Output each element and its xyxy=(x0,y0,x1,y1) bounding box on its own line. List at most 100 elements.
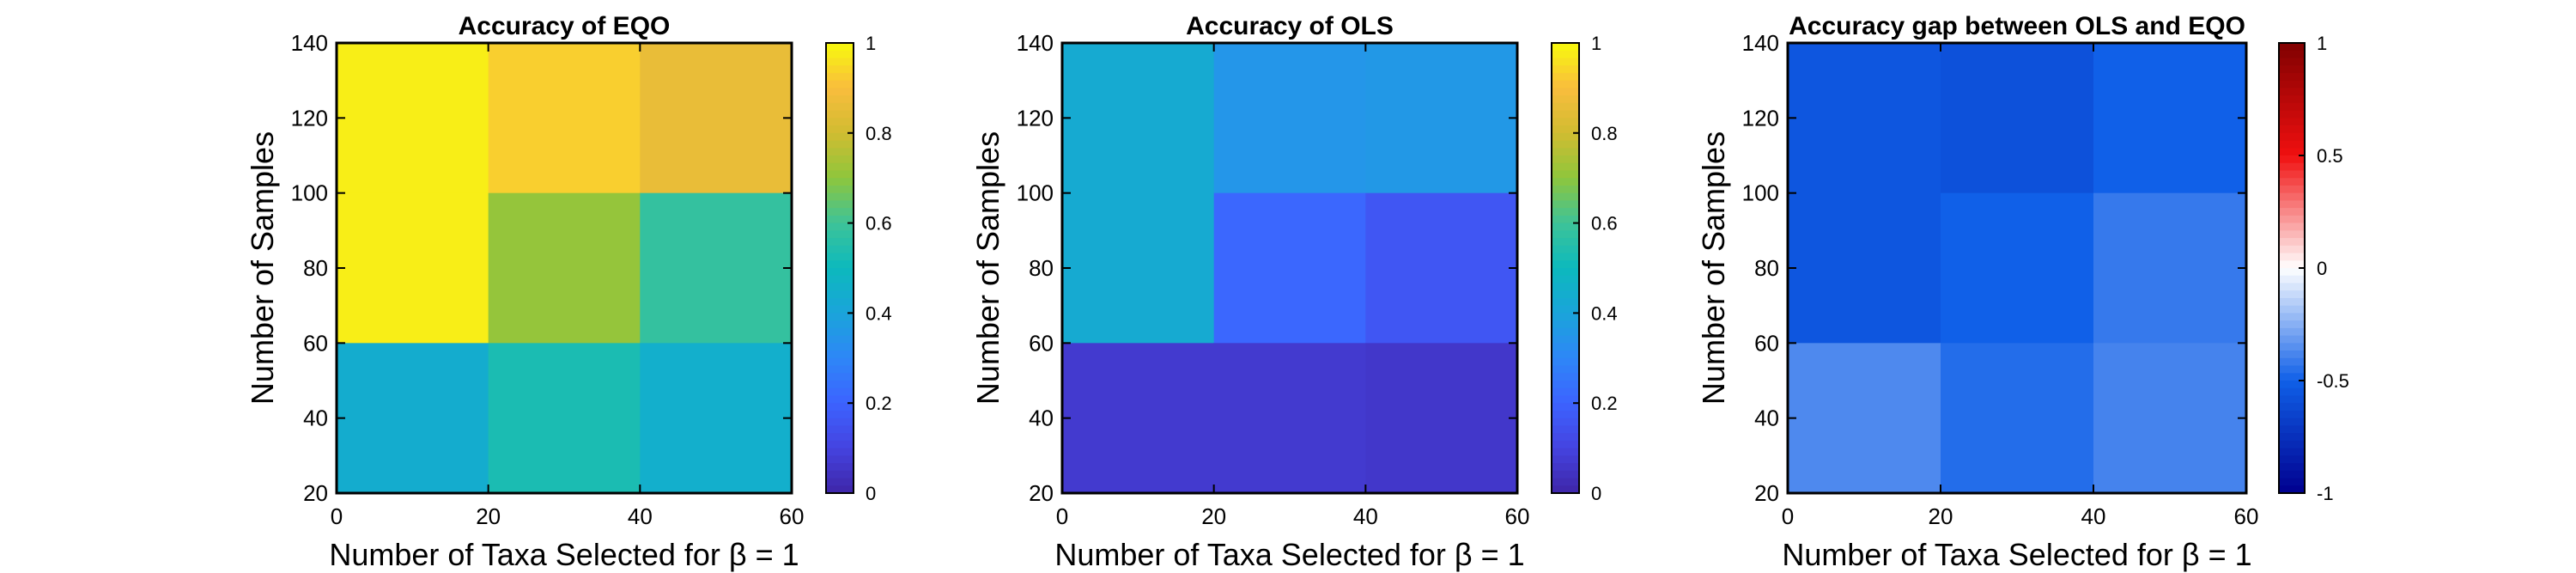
heatmap-cell xyxy=(1062,192,1215,344)
colorbar-segment xyxy=(1552,178,1579,186)
heatmap-cell xyxy=(1365,43,1518,194)
y-tick-label: 100 xyxy=(1017,180,1054,206)
x-tick-label: 20 xyxy=(1929,503,1953,529)
colorbar-segment xyxy=(2279,440,2305,449)
colorbar-tick-label: 0.6 xyxy=(1591,213,1618,235)
colorbar-segment xyxy=(826,88,854,96)
colorbar-segment xyxy=(2279,313,2305,321)
colorbar-segment xyxy=(2279,118,2305,126)
colorbar-segment xyxy=(826,440,854,449)
colorbar-segment xyxy=(1552,470,1579,479)
y-axis-label: Number of Samples xyxy=(245,131,280,405)
heatmap-cell xyxy=(1788,192,1941,344)
colorbar-segment xyxy=(826,335,854,344)
colorbar-segment xyxy=(2279,410,2305,419)
colorbar-segment xyxy=(1552,448,1579,456)
colorbar-segment xyxy=(2279,238,2305,247)
colorbar-tick-label: 0.8 xyxy=(866,123,892,144)
colorbar-segment xyxy=(826,485,854,494)
colorbar-segment xyxy=(1552,102,1579,112)
colorbar-segment xyxy=(826,320,854,329)
colorbar-segment xyxy=(826,387,854,397)
colorbar-segment xyxy=(826,268,854,277)
heatmap-cell xyxy=(1213,43,1366,194)
colorbar-segment xyxy=(2279,395,2305,404)
colorbar-segment xyxy=(826,290,854,299)
colorbar-segment xyxy=(2279,162,2305,172)
colorbar-segment xyxy=(1552,110,1579,119)
y-tick-label: 80 xyxy=(1029,255,1054,281)
colorbar-segment xyxy=(2279,58,2305,66)
colorbar-segment xyxy=(826,260,854,269)
heatmap-cell xyxy=(488,192,641,344)
colorbar-segment xyxy=(2279,72,2305,82)
colorbar-segment xyxy=(2279,478,2305,486)
colorbar-segment xyxy=(826,365,854,374)
heatmap-cell xyxy=(1788,343,1941,494)
y-tick-label: 60 xyxy=(303,330,328,356)
colorbar-segment xyxy=(2279,110,2305,119)
colorbar-segment xyxy=(826,148,854,156)
colorbar-segment xyxy=(1552,132,1579,142)
colorbar-segment xyxy=(826,478,854,486)
colorbar-segment xyxy=(1552,351,1579,359)
colorbar-segment xyxy=(2279,215,2305,224)
colorbar-segment xyxy=(826,351,854,359)
colorbar-segment xyxy=(2279,148,2305,156)
colorbar-segment xyxy=(1552,365,1579,374)
colorbar-segment xyxy=(2279,297,2305,307)
colorbar-segment xyxy=(2279,43,2305,52)
y-tick-label: 60 xyxy=(1754,330,1779,356)
colorbar-segment xyxy=(826,72,854,82)
colorbar-segment xyxy=(826,373,854,381)
colorbar-segment xyxy=(1552,118,1579,126)
colorbar-segment xyxy=(2279,230,2305,239)
colorbar-segment xyxy=(1552,170,1579,179)
y-tick-label: 140 xyxy=(1742,30,1779,56)
colorbar-segment xyxy=(1552,440,1579,449)
y-tick-label: 140 xyxy=(1017,30,1054,56)
colorbar-tick-label: 0.2 xyxy=(1591,393,1618,414)
colorbar-segment xyxy=(2279,381,2305,389)
colorbar-segment xyxy=(1552,162,1579,172)
colorbar-segment xyxy=(826,238,854,247)
colorbar-segment xyxy=(826,275,854,284)
colorbar-segment xyxy=(1552,455,1579,464)
colorbar-segment xyxy=(2279,343,2305,351)
colorbar-segment xyxy=(826,381,854,389)
colorbar-segment xyxy=(2279,178,2305,186)
heatmap-cell xyxy=(1788,43,1941,194)
colorbar-tick-label: 1 xyxy=(2317,33,2327,54)
heatmap-cell xyxy=(1062,343,1215,494)
colorbar-tick-label: 0.4 xyxy=(866,302,892,324)
colorbar-segment xyxy=(1552,381,1579,389)
x-tick-label: 40 xyxy=(1353,503,1378,529)
colorbar-segment xyxy=(1552,125,1579,134)
colorbar: 0 0.2 0.4 0.6 0.8 1 xyxy=(1551,33,1618,504)
chart-title: Accuracy of OLS xyxy=(1186,12,1394,40)
colorbar-segment xyxy=(1552,185,1579,194)
colorbar-segment xyxy=(2279,425,2305,434)
colorbar-segment xyxy=(1552,200,1579,209)
colorbar-segment xyxy=(826,455,854,464)
colorbar-segment xyxy=(2279,403,2305,411)
colorbar-segment xyxy=(826,470,854,479)
x-tick-label: 40 xyxy=(2081,503,2106,529)
colorbar-segment xyxy=(826,410,854,419)
y-tick-label: 120 xyxy=(1017,105,1054,131)
colorbar-segment xyxy=(826,343,854,351)
x-axis-label: Number of Taxa Selected for β = 1 xyxy=(1054,537,1524,572)
colorbar-frame xyxy=(825,42,854,494)
colorbar-segment xyxy=(826,140,854,149)
heatmap-cell xyxy=(1941,43,2094,194)
chart-title: Accuracy of EQO xyxy=(459,12,671,40)
colorbar-segment xyxy=(826,403,854,411)
colorbar-segment xyxy=(1552,297,1579,307)
colorbar-segment xyxy=(826,327,854,337)
y-tick-label: 40 xyxy=(1754,405,1779,431)
colorbar-segment xyxy=(826,200,854,209)
colorbar-segment xyxy=(2279,448,2305,456)
colorbar-segment xyxy=(826,313,854,321)
colorbar-segment xyxy=(2279,365,2305,374)
